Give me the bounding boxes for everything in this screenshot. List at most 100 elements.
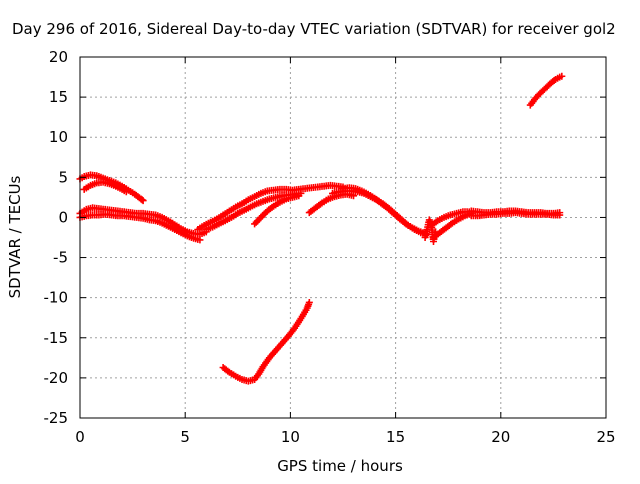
data-point-run (276, 196, 288, 206)
data-point-run (263, 186, 275, 195)
data-point-run (139, 209, 151, 218)
data-point-run (305, 205, 318, 217)
data-point-run (436, 225, 448, 237)
data-point-run (133, 213, 145, 222)
x-tick-label: 20 (491, 428, 510, 446)
data-point-run (255, 365, 266, 378)
data-point-run (284, 326, 297, 340)
data-point-run (448, 216, 461, 227)
data-point-run (101, 205, 113, 214)
data-point-run (177, 225, 189, 235)
y-tick-label: 15 (49, 88, 68, 106)
data-point-run (335, 187, 347, 196)
data-point-run (301, 184, 313, 193)
data-point-run (219, 364, 232, 375)
data-point-run (430, 230, 442, 241)
data-point-run (312, 200, 324, 212)
data-point-run (120, 208, 132, 216)
y-tick-label: -10 (44, 289, 69, 307)
data-point-run (303, 300, 313, 312)
data-point-run (93, 172, 105, 181)
data-point-run (390, 209, 402, 222)
data-point-run (164, 217, 177, 227)
data-point-run (297, 306, 310, 322)
data-point-run (95, 205, 107, 213)
data-point-run (183, 232, 195, 241)
data-point-run (526, 97, 537, 109)
data-point-run (145, 216, 158, 224)
data-point-run (80, 172, 92, 180)
data-point-run (95, 211, 107, 219)
data-point-run (139, 214, 151, 223)
data-point-run (455, 213, 467, 223)
x-tick-label: 0 (75, 428, 85, 446)
series-arc-6 (202, 189, 305, 233)
data-point (139, 197, 147, 205)
x-tick-label: 5 (180, 428, 190, 446)
data-point-run (152, 211, 164, 221)
data-point-run (425, 216, 435, 228)
data-point-run (171, 226, 183, 236)
data-point-run (137, 195, 146, 204)
y-tick-label: 20 (49, 48, 68, 66)
x-tick-label: 25 (596, 428, 615, 446)
data-point-run (82, 211, 94, 220)
data-point-run (467, 212, 480, 220)
data-point-run (127, 213, 139, 221)
data-point-run (278, 191, 290, 200)
data-point-run (543, 210, 555, 219)
data-point-run (535, 88, 545, 99)
series-arc-7 (251, 192, 303, 228)
data-point-run (352, 185, 364, 194)
data-point-run (272, 341, 284, 355)
data-point-run (480, 211, 492, 219)
data-point-run (265, 348, 278, 362)
data-point-run (251, 215, 263, 228)
data-point-run (291, 316, 304, 332)
data-point-run (183, 228, 195, 237)
data-point-run (234, 207, 246, 217)
data-point-run (194, 223, 206, 233)
data-point-run (499, 209, 511, 217)
data-point-run (339, 184, 351, 193)
data-point-run (289, 192, 301, 201)
data-point-run (145, 210, 158, 219)
data-point-run (238, 376, 250, 385)
data-point-run (108, 211, 120, 220)
data-point-run (253, 198, 265, 208)
data-point-run (114, 207, 126, 216)
data-point-run (232, 372, 244, 382)
data-point-run (505, 209, 517, 217)
data-point-run (358, 187, 370, 197)
data-point-run (442, 220, 455, 232)
y-axis-label: SDTVAR / TECUs (6, 175, 24, 298)
x-tick-label: 15 (386, 428, 405, 446)
data-point-run (240, 204, 252, 214)
y-tick-label: -25 (44, 409, 69, 427)
series-arc-5 (194, 181, 347, 233)
data-point-run (383, 204, 396, 216)
data-point-run (518, 209, 530, 218)
data-point-run (221, 215, 233, 225)
data-point-run (402, 220, 414, 230)
data-point-run (552, 74, 562, 83)
data-point-run (120, 212, 132, 220)
data-point-run (206, 216, 219, 226)
data-point-run (238, 197, 250, 208)
data-point-run (124, 186, 137, 197)
data-point-run (101, 210, 113, 219)
data-point-run (333, 182, 345, 191)
data-point-run (232, 201, 244, 211)
data-point-run (99, 174, 111, 184)
data-point-run (89, 204, 101, 212)
data-point-run (200, 219, 212, 229)
data-point-run (164, 222, 177, 232)
data-point-run (307, 183, 320, 192)
data-point-run (190, 230, 202, 238)
data-point-run (446, 210, 458, 219)
y-tick-label: -20 (44, 369, 69, 387)
data-point-run (202, 224, 214, 233)
data-point-run (396, 215, 408, 227)
